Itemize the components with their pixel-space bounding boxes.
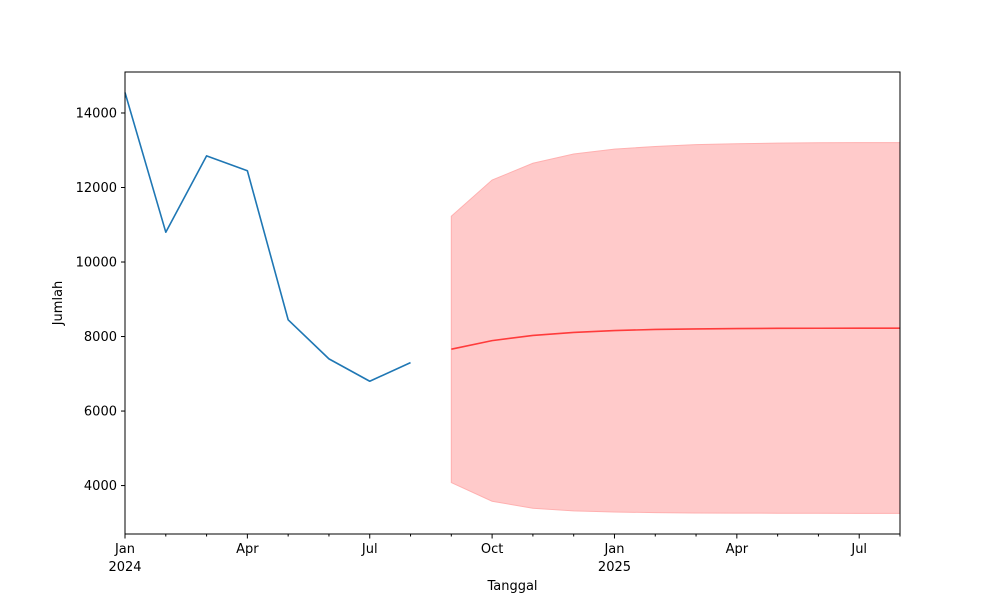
x-tick-label: Apr — [726, 542, 749, 557]
x-tick-label: Oct — [481, 542, 503, 557]
y-tick-label: 8000 — [84, 330, 117, 345]
series-lines-layer — [124, 92, 901, 383]
x-tick-year-label: 2025 — [598, 560, 631, 575]
x-axis-title: Tanggal — [486, 579, 537, 594]
y-tick-label: 6000 — [84, 405, 117, 420]
x-tick-label: Jan — [603, 542, 624, 557]
forecast-series-line — [451, 327, 901, 350]
x-tick-label: Jul — [850, 542, 867, 557]
y-tick-label: 4000 — [84, 479, 117, 494]
actual-series-line — [124, 92, 411, 383]
x-tick-label: Apr — [236, 542, 259, 557]
plot-frame — [124, 71, 901, 535]
x-tick-label: Jan — [114, 542, 135, 557]
x-tick-label: Jul — [361, 542, 378, 557]
y-axis: 4000 6000 8000 10000 12000 14000 — [76, 106, 125, 494]
y-tick-label: 10000 — [76, 256, 117, 271]
x-axis: Jan 2024 Apr Jul Oct Jan 2025 Apr Jul — [108, 534, 901, 575]
y-tick-label: 12000 — [76, 181, 117, 196]
y-axis-title: Jumlah — [51, 281, 66, 327]
x-tick-year-label: 2024 — [108, 560, 141, 575]
y-tick-label: 14000 — [76, 106, 117, 121]
